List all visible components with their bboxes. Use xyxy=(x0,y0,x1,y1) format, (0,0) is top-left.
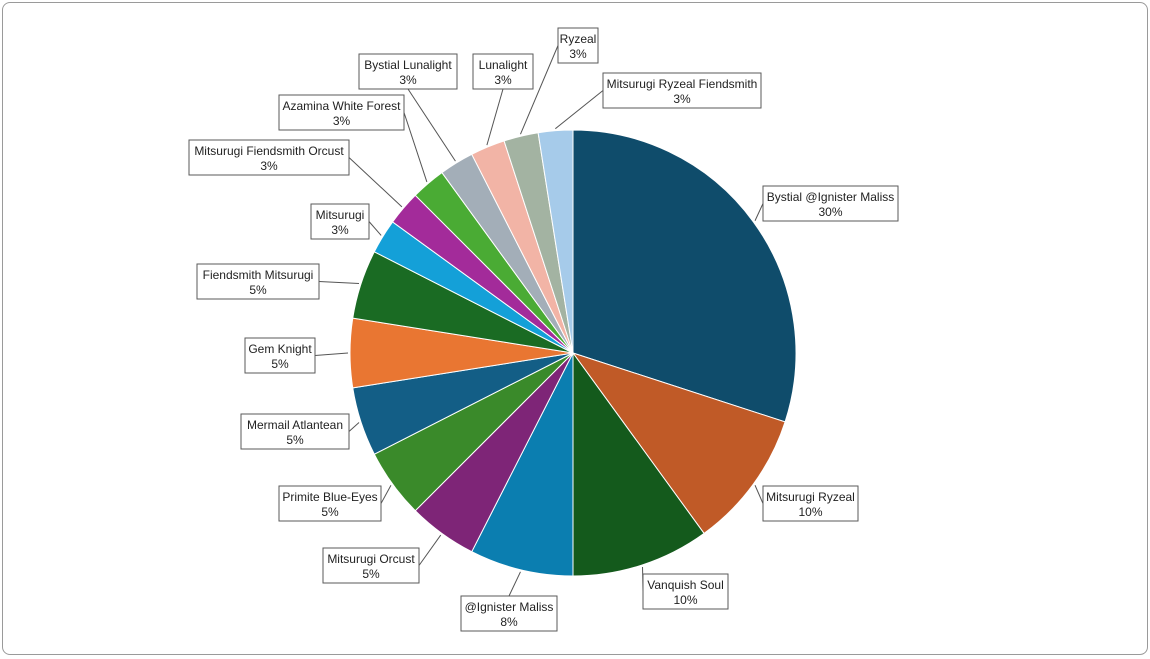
data-label-percent: 3% xyxy=(260,159,278,173)
data-label-percent: 5% xyxy=(321,505,339,519)
leader-line-mitsurugi-fiendsmith-orcust xyxy=(349,158,402,207)
data-label-name: Vanquish Soul xyxy=(647,578,724,592)
data-label-name: @Ignister Maliss xyxy=(465,600,554,614)
data-label-percent: 30% xyxy=(818,205,842,219)
data-label-percent: 3% xyxy=(331,223,349,237)
leader-line-mitsurugi-orcust xyxy=(419,535,441,565)
data-label-name: Bystial Lunalight xyxy=(364,58,452,72)
data-label-name: Mermail Atlantean xyxy=(247,418,343,432)
data-label-name: Mitsurugi xyxy=(316,208,365,222)
data-label-name: Mitsurugi Orcust xyxy=(327,552,415,566)
leader-line-azamina-white-forest xyxy=(404,113,427,182)
leader-line-bystial-ignister-maliss xyxy=(755,204,763,221)
leader-line-mitsurugi-ryzeal-fiendsmith xyxy=(555,91,603,129)
leader-line-lunalight xyxy=(487,89,503,145)
pie-slices xyxy=(350,130,796,576)
data-label-name: Mitsurugi Ryzeal Fiendsmith xyxy=(607,77,758,91)
leader-line-ignister-maliss xyxy=(509,572,520,596)
leader-line-mitsurugi-ryzeal xyxy=(755,485,763,503)
data-label-percent: 3% xyxy=(494,73,512,87)
data-label-percent: 5% xyxy=(249,283,267,297)
data-label-percent: 3% xyxy=(673,92,691,106)
data-label-percent: 3% xyxy=(333,114,351,128)
data-label-name: Primite Blue-Eyes xyxy=(282,490,377,504)
leader-line-fiendsmith-mitsurugi xyxy=(319,282,359,284)
leader-line-bystial-lunalight xyxy=(408,89,455,161)
data-label-percent: 10% xyxy=(673,593,697,607)
data-label-percent: 5% xyxy=(271,357,289,371)
data-label-name: Gem Knight xyxy=(248,342,312,356)
data-label-name: Ryzeal xyxy=(560,32,597,46)
data-label-percent: 8% xyxy=(500,615,518,629)
data-label-name: Bystial @Ignister Maliss xyxy=(767,190,895,204)
data-label-name: Mitsurugi Ryzeal xyxy=(766,490,855,504)
data-label-percent: 5% xyxy=(286,433,304,447)
leader-line-mitsurugi xyxy=(369,222,381,236)
leader-line-mermail-atlantean xyxy=(349,423,359,432)
data-label-name: Azamina White Forest xyxy=(282,99,401,113)
data-label-percent: 3% xyxy=(399,73,417,87)
data-label-percent: 10% xyxy=(798,505,822,519)
data-label-percent: 5% xyxy=(362,567,380,581)
data-label-name: Mitsurugi Fiendsmith Orcust xyxy=(194,144,344,158)
leader-line-primite-blue-eyes xyxy=(381,485,391,503)
data-label-name: Lunalight xyxy=(479,58,528,72)
data-label-percent: 3% xyxy=(569,47,587,61)
leader-line-gem-knight xyxy=(315,353,348,356)
data-label-name: Fiendsmith Mitsurugi xyxy=(203,268,314,282)
